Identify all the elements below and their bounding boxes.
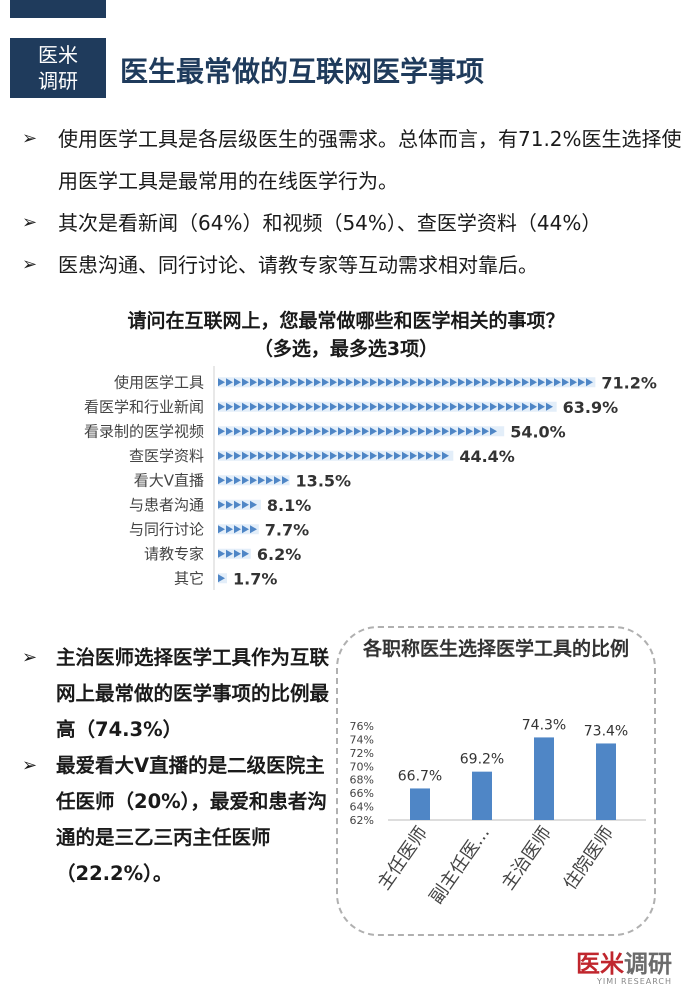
bar [218,476,289,485]
value-label: 7.7% [265,520,309,539]
category-label: 主任医师 [374,823,432,894]
value-label: 8.1% [267,496,311,515]
summary-bullet: ➢ 其次是看新闻（64%）和视频（54%）、查医学资料（44%） [22,202,682,244]
category-label: 副主任医... [426,823,494,908]
horizontal-bar-chart: 使用医学工具 71.2% 看医学和行业新闻 63.9% 看录制的医学视频 54.0% 查医学… [84,366,657,590]
column-bar [596,743,616,820]
inset-chart-frame [336,626,656,936]
bar-chart-title: 请问在互联网上，您最常做哪些和医学相关的事项？ [127,310,565,332]
logo-line-2: 调研 [38,69,78,93]
column-bar [410,788,430,820]
bar [218,427,497,436]
bar [218,549,249,558]
y-tick-label: 68% [350,774,374,787]
brand-name-a: 医米 [576,949,624,978]
bar [218,378,593,387]
category-label: 看大V直播 [134,471,204,489]
y-tick-label: 76% [350,720,374,733]
finding-bullet: ➢ 最爱看大V直播的是二级医院主任医师（20%），最爱和患者沟通的是三乙三丙主任… [22,748,342,892]
category-label: 其它 [174,569,204,587]
value-label: 73.4% [584,723,628,739]
value-label: 44.4% [459,447,515,466]
finding-bullets: ➢ 主治医师选择医学工具作为互联网上最常做的医学事项的比例最高（74.3%） ➢… [22,640,342,892]
inset-chart-title: 各职称医生选择医学工具的比例 [362,638,629,660]
category-label: 看医学和行业新闻 [84,398,204,416]
value-label: 63.9% [563,398,619,417]
bar [218,500,257,509]
category-label: 查医学资料 [129,447,204,465]
value-label: 6.2% [257,545,301,564]
y-tick-label: 70% [350,760,374,773]
column-bar [472,771,492,820]
brand-logo: 医米调研 YIMI RESEARCH [576,944,672,986]
brand-subtitle: YIMI RESEARCH [596,977,672,986]
arrow-bullet-icon: ➢ [22,212,38,233]
finding-text: 最爱看大V直播的是二级医院主任医师（20%），最爱和患者沟通的是三乙三丙主任医师… [56,754,327,885]
section-logo: 医米 调研 [10,38,106,98]
finding-text: 主治医师选择医学工具作为互联网上最常做的医学事项的比例最高（74.3%） [56,646,330,741]
value-label: 54.0% [510,422,566,441]
bullet-text: 使用医学工具是各层级医生的强需求。总体而言，有71.2%医生选择使用医学工具是最… [58,127,682,193]
y-tick-label: 72% [350,747,374,760]
category-label: 看录制的医学视频 [84,422,204,440]
bar [218,525,257,534]
arrow-bullet-icon: ➢ [22,647,38,668]
category-label: 使用医学工具 [114,373,204,391]
bar-chart-subtitle: （多选，最多选3项） [253,338,439,360]
arrow-bullet-icon: ➢ [22,755,38,776]
y-tick-label: 64% [350,801,374,814]
column-bar [534,737,554,820]
bar [218,402,553,411]
y-tick-label: 62% [350,814,374,827]
bar [218,451,449,460]
summary-bullet: ➢ 使用医学工具是各层级医生的强需求。总体而言，有71.2%医生选择使用医学工具… [22,118,682,202]
value-label: 74.3% [522,717,566,733]
top-accent-bar [10,0,106,18]
category-label: 住院医师 [560,823,618,894]
bullet-text: 医患沟通、同行讨论、请教专家等互动需求相对靠后。 [58,253,538,277]
category-label: 与患者沟通 [129,496,204,514]
page-title: 医生最常做的互联网医学事项 [120,55,485,88]
category-label: 与同行讨论 [129,520,204,538]
value-label: 66.7% [398,768,442,784]
value-label: 71.2% [601,373,657,392]
logo-line-1: 医米 [38,43,78,67]
y-tick-label: 74% [350,733,374,746]
value-label: 69.2% [460,752,504,768]
value-label: 1.7% [233,569,277,588]
arrow-bullet-icon: ➢ [22,128,38,149]
column-chart: 76%74%72%70%68%66%64%62% 66.7% 主任医师 69.2% 副主… [350,717,646,908]
bullet-text: 其次是看新闻（64%）和视频（54%）、查医学资料（44%） [58,211,602,235]
bar [218,574,225,583]
category-label: 请教专家 [144,545,204,563]
value-label: 13.5% [296,471,352,490]
bar-track [218,426,505,437]
arrow-bullet-icon: ➢ [22,254,38,275]
brand-name-b: 调研 [624,949,672,978]
summary-bullet: ➢ 医患沟通、同行讨论、请教专家等互动需求相对靠后。 [22,244,682,286]
summary-bullets: ➢ 使用医学工具是各层级医生的强需求。总体而言，有71.2%医生选择使用医学工具… [22,118,682,286]
category-label: 主治医师 [498,823,556,894]
y-tick-label: 66% [350,787,374,800]
finding-bullet: ➢ 主治医师选择医学工具作为互联网上最常做的医学事项的比例最高（74.3%） [22,640,342,748]
brand-name: 医米调研 [576,944,672,979]
